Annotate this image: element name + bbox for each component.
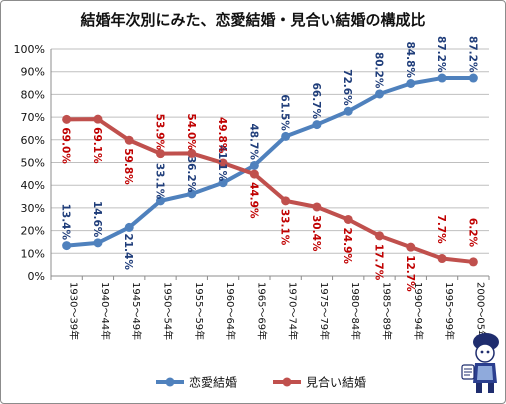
data-label: 69.1%: [91, 127, 103, 164]
data-label: 80.2%: [373, 52, 385, 89]
data-point: [156, 196, 165, 206]
data-label: 53.9%: [154, 114, 166, 151]
data-label: 7.7%: [435, 215, 447, 245]
data-label: 12.7%: [404, 255, 416, 292]
x-tick-label: 1960～64年: [224, 282, 237, 340]
data-label: 54.0%: [185, 113, 197, 150]
series-line-arranged-marriage: [66, 117, 474, 264]
y-tick-label: 100%: [14, 43, 45, 56]
data-label: 87.2%: [435, 36, 447, 73]
data-point: [218, 158, 228, 168]
data-label: 48.7%: [247, 123, 259, 160]
data-point: [93, 238, 103, 248]
mascot-character-icon: [461, 333, 499, 393]
data-point: [156, 149, 165, 159]
legend-marker: [165, 377, 175, 387]
data-label: 33.1%: [154, 163, 166, 200]
x-tick-label: 1995～99年: [443, 282, 456, 340]
data-point: [281, 196, 291, 206]
data-point: [437, 73, 447, 83]
data-point: [312, 202, 322, 212]
data-point: [468, 257, 478, 267]
y-tick-label: 40%: [21, 179, 45, 192]
data-point: [187, 189, 197, 199]
data-label: 49.8%: [216, 117, 228, 154]
data-point: [375, 89, 384, 99]
x-tick-label: 1980～84年: [349, 282, 362, 340]
data-label: 30.4%: [310, 215, 322, 252]
data-point: [218, 178, 228, 188]
x-tick-label: 1975～79年: [318, 282, 331, 340]
data-point: [249, 169, 259, 179]
y-tick-label: 10%: [21, 247, 45, 260]
y-tick-label: 30%: [21, 202, 45, 215]
y-tick-label: 80%: [21, 88, 45, 101]
data-point: [343, 106, 353, 116]
data-label: 84.8%: [404, 42, 416, 79]
data-label: 13.4%: [60, 204, 72, 241]
legend-label: 見合い結婚: [306, 375, 366, 390]
data-point: [249, 160, 259, 170]
data-point: [468, 73, 478, 83]
data-point: [187, 148, 197, 158]
data-point: [406, 242, 416, 252]
data-label: 44.9%: [247, 182, 259, 219]
x-tick-label: 1970～74年: [287, 282, 300, 340]
data-point: [281, 131, 291, 141]
x-tick-label: 1930～39年: [68, 282, 81, 340]
data-point: [62, 114, 72, 124]
x-tick-label: 1940～44年: [99, 282, 112, 340]
y-tick-label: 90%: [21, 66, 45, 79]
y-tick-label: 0%: [28, 270, 45, 283]
data-label: 69.0%: [60, 127, 72, 164]
data-point: [406, 79, 416, 89]
series-line-love-marriage: [66, 76, 474, 248]
chart-title: 結婚年次別にみた、恋愛結婚・見合い結婚の構成比: [80, 11, 425, 29]
data-point: [124, 222, 134, 232]
data-point: [375, 231, 384, 241]
x-tick-label: 1955～59年: [193, 282, 206, 340]
x-tick-label: 2000～05年: [474, 282, 487, 340]
data-point: [62, 241, 72, 251]
data-label: 72.6%: [341, 69, 353, 106]
x-tick-label: 1950～54年: [162, 282, 175, 340]
data-point: [437, 254, 447, 264]
data-point: [124, 135, 134, 145]
x-tick-label: 1945～49年: [130, 282, 143, 340]
data-point: [93, 114, 103, 124]
data-label: 59.8%: [122, 148, 134, 185]
data-label: 17.7%: [373, 244, 385, 281]
x-tick-label: 1985～89年: [381, 282, 394, 340]
y-tick-label: 60%: [21, 134, 45, 147]
data-label: 87.2%: [466, 36, 478, 73]
legend-label: 恋愛結婚: [189, 375, 237, 390]
data-label: 21.4%: [122, 233, 134, 270]
x-tick-label: 1990～94年: [412, 282, 425, 340]
data-label: 14.6%: [91, 201, 103, 238]
data-point: [343, 214, 353, 224]
legend-marker: [282, 377, 292, 387]
data-label: 24.9%: [341, 227, 353, 264]
x-tick-label: 1965～69年: [255, 282, 268, 340]
y-tick-label: 20%: [21, 225, 45, 238]
data-label: 61.5%: [279, 94, 291, 131]
data-label: 36.2%: [185, 156, 197, 193]
data-label: 33.1%: [279, 209, 291, 246]
data-label: 66.7%: [310, 83, 322, 120]
data-label: 41.1%: [216, 145, 228, 182]
data-point: [312, 120, 322, 130]
y-tick-label: 50%: [21, 157, 45, 170]
data-label: 6.2%: [466, 218, 478, 248]
y-tick-label: 70%: [21, 111, 45, 124]
